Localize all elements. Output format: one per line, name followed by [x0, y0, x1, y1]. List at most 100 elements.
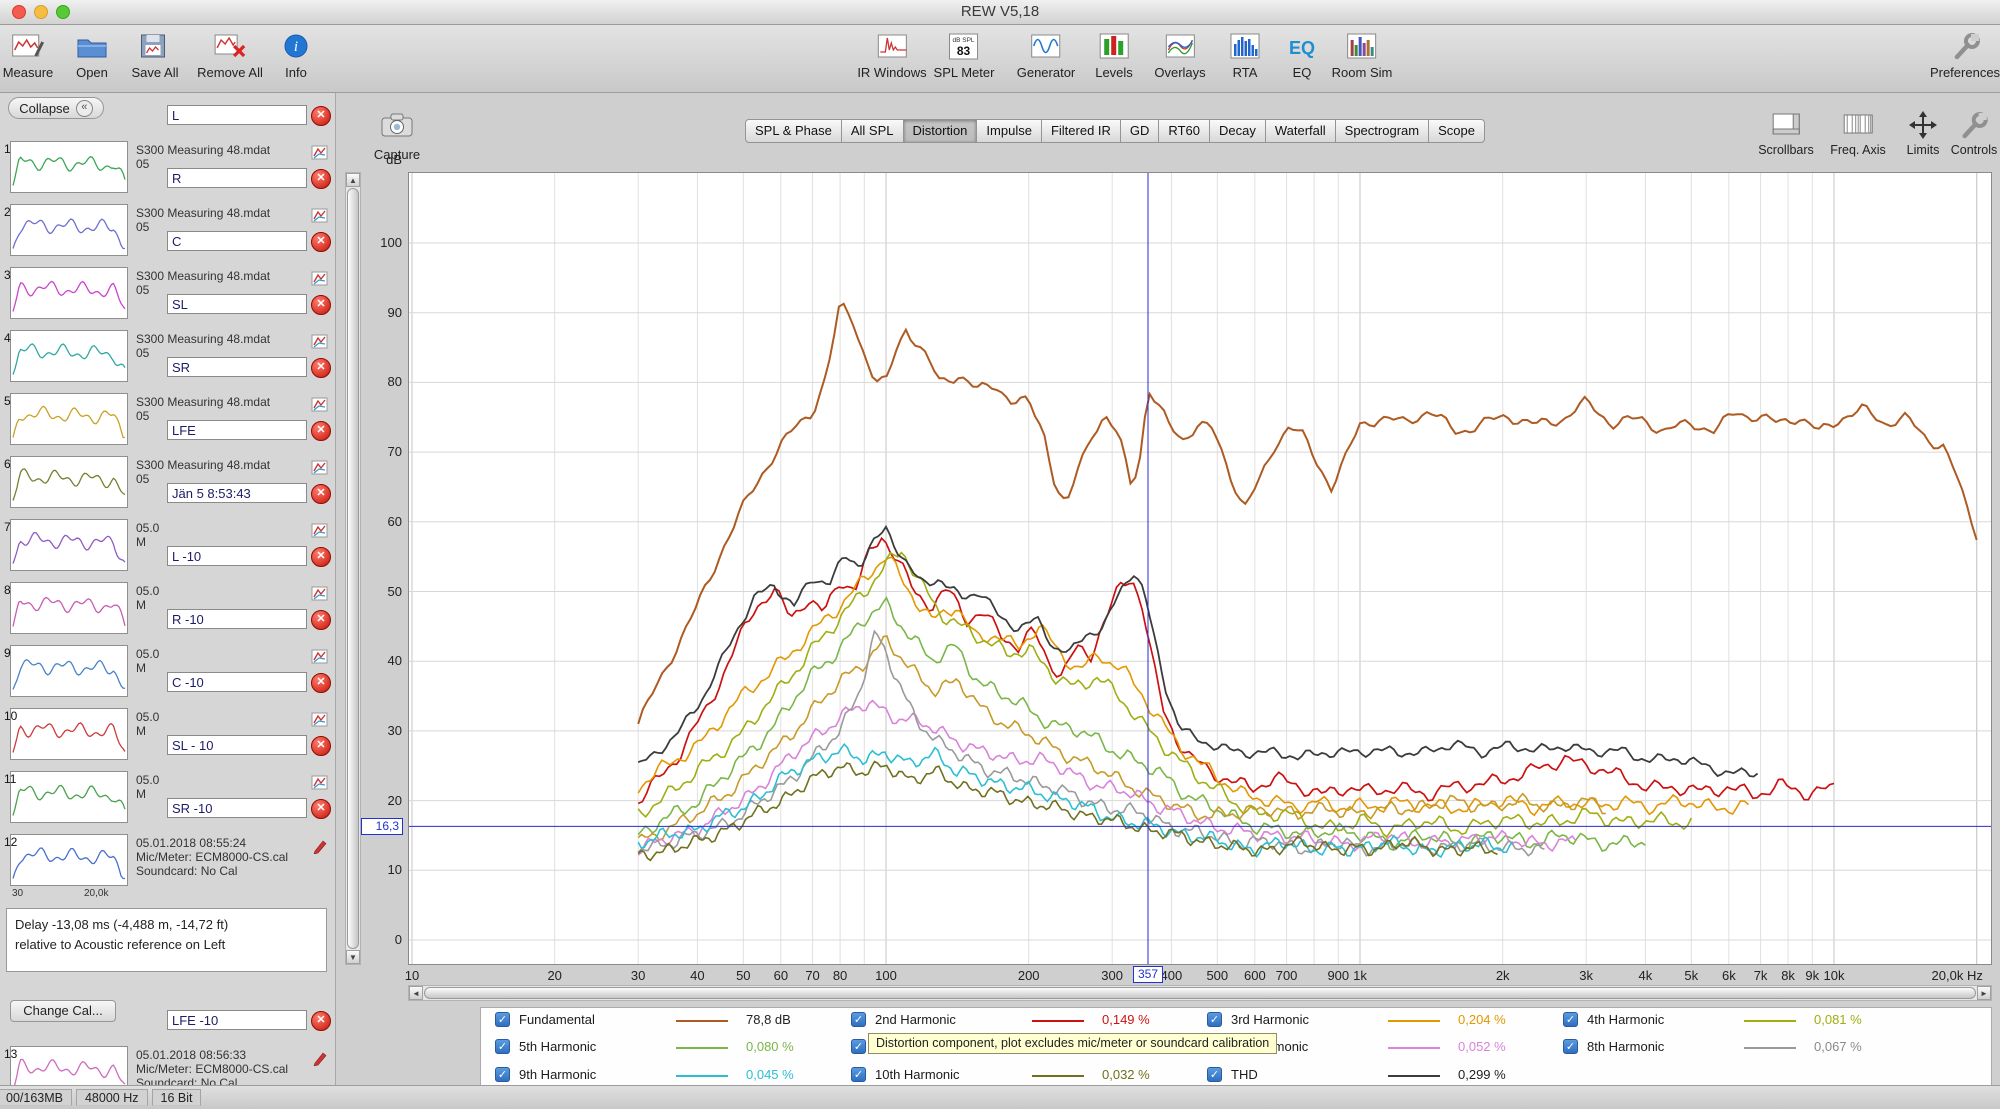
delete-measurement-button[interactable]: ✕	[311, 295, 331, 315]
delete-measurement-button[interactable]: ✕	[311, 421, 331, 441]
delete-measurement-button[interactable]: ✕	[311, 547, 331, 567]
toolbar-overlays-button[interactable]: Overlays	[1154, 30, 1206, 80]
toolbar-irwindows-button[interactable]: IR Windows	[857, 30, 927, 80]
legend-checkbox[interactable]: ✓	[1563, 1039, 1578, 1054]
graph-hscrollbar[interactable]: ◄ ►	[408, 985, 1992, 1001]
delete-measurement-button[interactable]: ✕	[311, 106, 331, 126]
tab-all-spl[interactable]: All SPL	[840, 119, 904, 143]
tab-impulse[interactable]: Impulse	[976, 119, 1042, 143]
legend-checkbox[interactable]: ✓	[851, 1039, 866, 1054]
delete-measurement-button[interactable]: ✕	[311, 799, 331, 819]
legend-checkbox[interactable]: ✓	[851, 1012, 866, 1027]
toolbar-generator-button[interactable]: Generator	[1017, 30, 1075, 80]
tab-fil-tered-ir[interactable]: Fil­tered IR	[1040, 119, 1121, 143]
legend-checkbox[interactable]: ✓	[1207, 1012, 1222, 1027]
controls-button[interactable]: Controls	[1951, 108, 1997, 157]
toolbar-measure-button[interactable]: Measure	[3, 30, 53, 80]
measurement-name-input[interactable]	[167, 357, 307, 377]
capture-button[interactable]: Capture	[366, 110, 428, 162]
scroll-right-arrow[interactable]: ►	[1977, 986, 1991, 1000]
trace-style-icon[interactable]	[311, 775, 329, 791]
toolbar-levels-button[interactable]: Levels	[1095, 30, 1133, 80]
measurement-thumbnail[interactable]	[10, 771, 128, 823]
measurement-name-input[interactable]	[167, 231, 307, 251]
limits-button[interactable]: Limits	[1905, 108, 1941, 157]
trace-style-icon[interactable]	[311, 586, 329, 602]
measurement-thumbnail[interactable]	[10, 834, 128, 886]
measurement-name-input[interactable]	[167, 105, 307, 125]
measurement-thumbnail[interactable]	[10, 330, 128, 382]
measurement-name-input[interactable]	[167, 798, 307, 818]
measurement-name-input[interactable]	[167, 420, 307, 440]
legend-checkbox[interactable]: ✓	[495, 1012, 510, 1027]
tab-spl-phase[interactable]: SPL & Phase	[745, 119, 842, 143]
measurement-name-input[interactable]	[167, 1010, 307, 1030]
scroll-up-arrow[interactable]: ▲	[346, 173, 360, 187]
delete-measurement-button[interactable]: ✕	[311, 358, 331, 378]
toolbar-preferences-button[interactable]: Preferences	[1930, 30, 2000, 80]
scrollbars-button[interactable]: Scrollbars	[1758, 108, 1814, 157]
measurement-thumbnail[interactable]	[10, 267, 128, 319]
graph-vscrollbar[interactable]: ▲ ▼	[345, 172, 361, 965]
delete-measurement-button[interactable]: ✕	[311, 169, 331, 189]
measurement-name-input[interactable]	[167, 294, 307, 314]
measurement-thumbnail[interactable]	[10, 456, 128, 508]
measurement-name-input[interactable]	[167, 735, 307, 755]
trace-style-icon[interactable]	[311, 397, 329, 413]
trace-style-icon[interactable]	[311, 712, 329, 728]
minimize-window-button[interactable]	[34, 5, 48, 19]
measurement-thumbnail[interactable]	[10, 519, 128, 571]
scroll-left-arrow[interactable]: ◄	[409, 986, 423, 1000]
tab-rt60[interactable]: RT60	[1158, 119, 1210, 143]
measurement-thumbnail[interactable]	[10, 645, 128, 697]
legend-checkbox[interactable]: ✓	[1563, 1012, 1578, 1027]
scrollbar-thumb[interactable]	[347, 188, 359, 949]
toolbar-roomsim-button[interactable]: Room Sim	[1332, 30, 1392, 80]
change-cal-button[interactable]: Change Cal...	[10, 1000, 116, 1022]
measurement-name-input[interactable]	[167, 168, 307, 188]
tab-distortion[interactable]: Distortion	[902, 119, 978, 143]
measurement-thumbnail[interactable]	[10, 141, 128, 193]
toolbar-removeall-button[interactable]: Remove All	[197, 30, 263, 80]
toolbar-rta-button[interactable]: RTA	[1227, 30, 1263, 80]
delete-measurement-button[interactable]: ✕	[311, 673, 331, 693]
tab-spectrogram[interactable]: Spectrogram	[1334, 119, 1430, 143]
toolbar-eq-button[interactable]: EQ EQ	[1284, 30, 1320, 80]
edit-notes-icon[interactable]	[311, 1050, 329, 1067]
legend-checkbox[interactable]: ✓	[1207, 1067, 1222, 1082]
toolbar-splmeter-button[interactable]: dB SPL 83 SPL Meter	[934, 30, 994, 80]
trace-style-icon[interactable]	[311, 334, 329, 350]
edit-notes-icon[interactable]	[311, 838, 329, 855]
delete-measurement-button[interactable]: ✕	[311, 736, 331, 756]
trace-style-icon[interactable]	[311, 649, 329, 665]
legend-checkbox[interactable]: ✓	[851, 1067, 866, 1082]
delete-measurement-button[interactable]: ✕	[311, 610, 331, 630]
measurement-thumbnail[interactable]	[10, 1046, 128, 1086]
scroll-down-arrow[interactable]: ▼	[346, 950, 360, 964]
close-window-button[interactable]	[12, 5, 26, 19]
measurement-thumbnail[interactable]	[10, 393, 128, 445]
legend-checkbox[interactable]: ✓	[495, 1067, 510, 1082]
measurement-name-input[interactable]	[167, 546, 307, 566]
zoom-window-button[interactable]	[56, 5, 70, 19]
toolbar-open-button[interactable]: Open	[74, 30, 110, 80]
freqaxis-button[interactable]: Freq. Axis	[1830, 108, 1886, 157]
delete-measurement-button[interactable]: ✕	[311, 484, 331, 504]
tab-waterfall[interactable]: Waterfall	[1264, 119, 1336, 143]
trace-style-icon[interactable]	[311, 523, 329, 539]
delete-measurement-button[interactable]: ✕	[311, 1011, 331, 1031]
legend-checkbox[interactable]: ✓	[495, 1039, 510, 1054]
toolbar-info-button[interactable]: i Info	[278, 30, 314, 80]
measurement-name-input[interactable]	[167, 483, 307, 503]
trace-style-icon[interactable]	[311, 145, 329, 161]
measurement-name-input[interactable]	[167, 609, 307, 629]
measurement-thumbnail[interactable]	[10, 204, 128, 256]
tab-gd[interactable]: GD	[1119, 119, 1160, 143]
scrollbar-thumb[interactable]	[424, 987, 1976, 999]
measurement-thumbnail[interactable]	[10, 582, 128, 634]
distortion-plot[interactable]	[408, 172, 1992, 970]
toolbar-saveall-button[interactable]: Save All	[132, 30, 178, 80]
tab-decay[interactable]: Decay	[1208, 119, 1266, 143]
measurement-name-input[interactable]	[167, 672, 307, 692]
trace-style-icon[interactable]	[311, 208, 329, 224]
